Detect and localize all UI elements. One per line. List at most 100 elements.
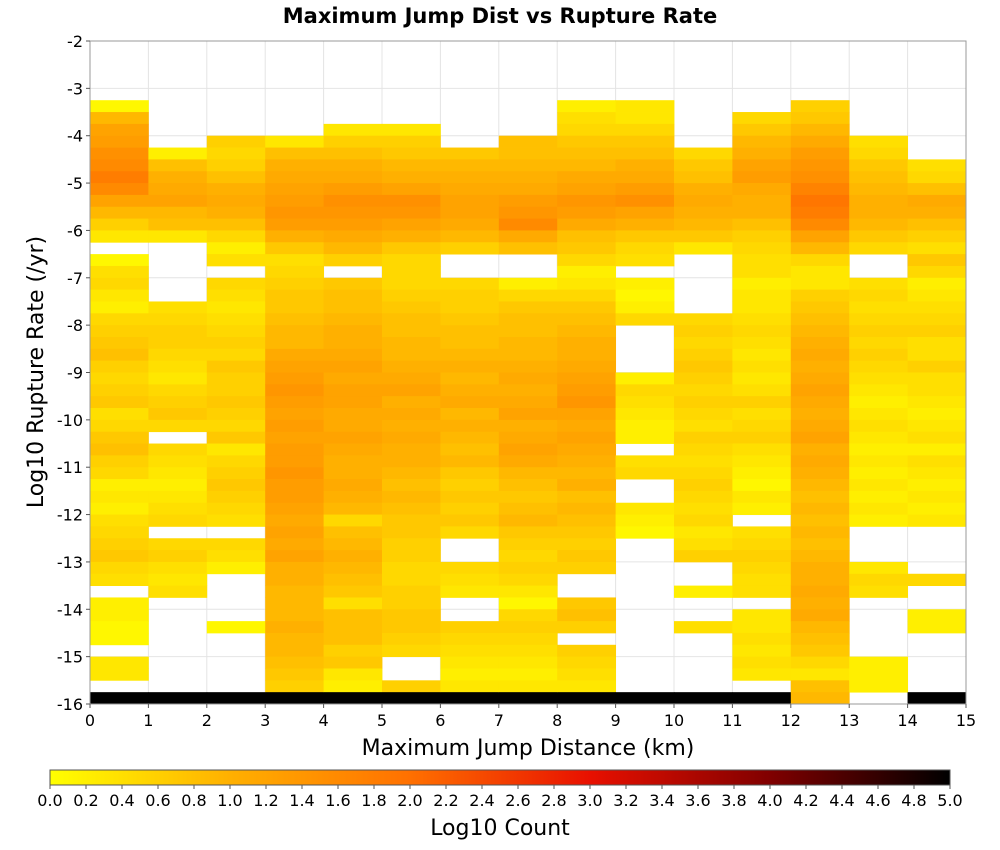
x-tick-label: 7 [494, 711, 504, 730]
heatmap-cell [849, 147, 908, 160]
heatmap-cell [90, 230, 149, 243]
x-tick-label: 4 [319, 711, 329, 730]
heatmap-cell [206, 443, 266, 456]
heatmap-cell [732, 443, 792, 456]
heatmap-cell [265, 206, 324, 219]
heatmap-cell [440, 313, 500, 326]
heatmap-cell [90, 538, 149, 551]
heatmap-cell [382, 550, 441, 563]
heatmap-cell [615, 526, 675, 539]
heatmap-cell [907, 419, 967, 433]
heatmap-cell [323, 289, 383, 302]
heatmap-cell [732, 230, 792, 243]
heatmap-cell [790, 218, 850, 231]
heatmap-cell [323, 597, 383, 610]
heatmap-cell [790, 408, 850, 421]
heatmap-cell [265, 301, 324, 314]
heatmap-cell [674, 159, 733, 172]
colorbar-tick-label: 0.4 [109, 791, 134, 810]
heatmap-cell [849, 301, 908, 314]
heatmap-cell [790, 443, 850, 456]
heatmap-cell [323, 526, 383, 539]
heatmap-cell [148, 692, 208, 705]
heatmap-cell [498, 419, 558, 433]
heatmap-cell [790, 360, 850, 373]
heatmap-cell [323, 171, 383, 184]
heatmap-cell [148, 467, 208, 480]
heatmap-cell [732, 265, 792, 279]
heatmap-cell [907, 621, 967, 634]
heatmap-cell [557, 502, 616, 515]
heatmap-cell [498, 656, 558, 669]
heatmap-cell [790, 668, 850, 681]
heatmap-cell [323, 632, 383, 646]
heatmap-cell [849, 490, 908, 504]
heatmap-cell [265, 289, 324, 302]
heatmap-cell [907, 348, 967, 362]
y-tick-label: -13 [57, 553, 83, 572]
heatmap-cell [674, 431, 733, 444]
heatmap-cell [907, 194, 967, 208]
heatmap-cell [148, 419, 208, 433]
heatmap-cell [790, 656, 850, 669]
heatmap-cell [498, 147, 558, 160]
heatmap-cell [323, 135, 383, 148]
heatmap-cell [732, 147, 792, 160]
heatmap-cell [674, 171, 733, 184]
heatmap-cell [674, 372, 733, 385]
heatmap-cell [849, 573, 908, 587]
heatmap-cell [790, 597, 850, 610]
x-tick-label: 0 [85, 711, 95, 730]
heatmap-cell [323, 218, 383, 231]
heatmap-cell [907, 218, 967, 231]
heatmap-cell [90, 313, 149, 326]
heatmap-cell [148, 396, 208, 409]
heatmap-cell [382, 419, 441, 433]
heatmap-cell [615, 514, 675, 527]
heatmap-cell [557, 230, 616, 243]
heatmap-cell [790, 289, 850, 302]
heatmap-cell [615, 183, 675, 196]
heatmap-cell [90, 384, 149, 397]
heatmap-cell [674, 325, 733, 338]
heatmap-cell [907, 336, 967, 350]
colorbar-ticks: 0.0 0.2 0.4 0.6 0.8 1.0 1.2 1.4 1.6 1.8 2.0 2.2 2.4 2… [37, 785, 963, 810]
heatmap-cell [907, 206, 967, 219]
heatmap-cell [90, 632, 149, 646]
heatmap-cell [440, 632, 500, 646]
heatmap-cell [382, 171, 441, 184]
heatmap-cell [790, 313, 850, 326]
heatmap-cell [498, 561, 558, 575]
x-tick-label: 9 [611, 711, 621, 730]
heatmap-cell [382, 514, 441, 527]
heatmap-cell [382, 159, 441, 172]
heatmap-cell [148, 147, 208, 160]
heatmap-cell [674, 467, 733, 480]
heatmap-cell [382, 135, 441, 148]
x-tick-label: 6 [435, 711, 445, 730]
heatmap-cell [382, 526, 441, 539]
heatmap-cell [206, 538, 266, 551]
heatmap-cell [440, 467, 500, 480]
heatmap-cell [557, 100, 616, 113]
heatmap-cell [790, 100, 850, 113]
heatmap-cell [907, 490, 967, 504]
heatmap-cell [90, 194, 149, 208]
heatmap-cell [323, 183, 383, 196]
heatmap-cell [557, 561, 616, 575]
heatmap-cell [90, 419, 149, 433]
heatmap-cell [498, 313, 558, 326]
heatmap-cell [382, 265, 441, 279]
heatmap-cell [206, 360, 266, 373]
colorbar-tick-label: 0.2 [73, 791, 98, 810]
heatmap-cell [849, 514, 908, 527]
heatmap-cell [849, 656, 908, 669]
colorbar-tick-label: 4.8 [901, 791, 926, 810]
heatmap-cell [557, 644, 616, 658]
heatmap-cell [557, 301, 616, 314]
colorbar-tick-label: 4.6 [865, 791, 890, 810]
x-tick-label: 13 [839, 711, 859, 730]
heatmap-cell [557, 431, 616, 444]
heatmap-cell [206, 479, 266, 492]
heatmap-cell [148, 206, 208, 219]
